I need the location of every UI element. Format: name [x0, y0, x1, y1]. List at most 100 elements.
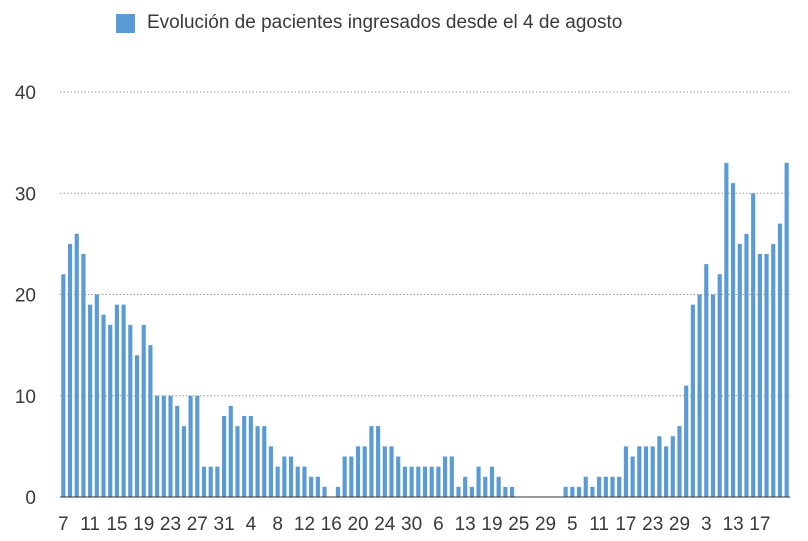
x-tick-label: 19: [133, 514, 154, 535]
bar: [302, 466, 307, 497]
bar: [94, 294, 99, 497]
bar: [436, 466, 441, 497]
bar: [429, 466, 434, 497]
x-tick-label: 31: [214, 514, 235, 535]
y-tick-label: 0: [25, 488, 36, 509]
x-tick-label: 23: [160, 514, 181, 535]
chart-legend: Evolución de pacientes ingresados desde …: [116, 12, 622, 34]
x-tick-label: 29: [535, 514, 556, 535]
bar: [416, 466, 421, 497]
bar: [114, 304, 120, 497]
bar: [422, 466, 428, 497]
x-tick-label: 17: [749, 514, 770, 535]
x-tick-label: 8: [272, 514, 283, 535]
bar: [603, 476, 608, 497]
bar: [101, 314, 106, 497]
x-tick-label: 30: [401, 514, 422, 535]
bar: [342, 456, 347, 497]
bar: [764, 254, 769, 497]
bar: [215, 466, 220, 497]
bar: [349, 456, 354, 497]
bar: [650, 446, 655, 497]
bar: [369, 426, 374, 497]
bar: [690, 304, 695, 497]
bar: [496, 476, 501, 497]
bar: [657, 436, 662, 497]
bar: [255, 426, 260, 497]
bar: [751, 193, 756, 497]
bar: [309, 476, 314, 497]
bar: [570, 486, 575, 497]
x-tick-label: 11: [80, 514, 100, 535]
bar: [697, 294, 702, 497]
bar: [583, 476, 588, 497]
bar: [597, 476, 602, 497]
bar: [684, 385, 689, 497]
x-tick-label: 17: [615, 514, 636, 535]
bar: [590, 486, 595, 497]
bar: [576, 486, 582, 497]
bar: [188, 395, 193, 497]
legend-swatch: [116, 13, 135, 33]
x-axis: 7 11 15 19 23 27 31 4 8 12 16 20 24 30 6 13 19 25 29 5 11 17 2…: [58, 496, 790, 535]
bar: [670, 436, 675, 497]
bar: [181, 426, 186, 497]
bar: [128, 324, 133, 497]
bar: [724, 162, 729, 497]
bar: [382, 446, 387, 497]
bar: [509, 486, 515, 497]
bar: [623, 446, 628, 497]
bar: [195, 395, 200, 497]
bar: [463, 476, 468, 497]
x-tick-label: 29: [669, 514, 690, 535]
y-tick-label: 40: [15, 83, 36, 104]
grid-lines: [60, 91, 790, 397]
bar: [235, 426, 240, 497]
bar: [389, 446, 394, 497]
bars: [61, 162, 789, 497]
x-tick-label: 3: [701, 514, 712, 535]
y-axis: 0 10 20 30 40: [15, 83, 36, 509]
y-tick-label: 20: [15, 286, 36, 307]
bar: [717, 274, 722, 497]
bar: [617, 476, 622, 497]
bar: [295, 466, 300, 497]
x-tick-label: 27: [187, 514, 208, 535]
bar: [704, 264, 709, 497]
bar: [108, 324, 113, 497]
bar: [248, 416, 253, 497]
bar: [275, 466, 280, 497]
bar: [469, 486, 474, 497]
bar: [315, 476, 320, 497]
bar: [409, 466, 414, 497]
bar: [637, 446, 642, 497]
bar: [771, 243, 776, 497]
bar: [489, 466, 495, 497]
bar: [355, 446, 361, 497]
bar: [730, 183, 736, 497]
x-tick-label: 13: [723, 514, 744, 535]
x-tick-label: 23: [642, 514, 663, 535]
bar: [362, 446, 367, 497]
x-tick-label: 5: [567, 514, 578, 535]
bar: [476, 466, 481, 497]
x-tick-label: 13: [455, 514, 476, 535]
x-tick-label: 6: [433, 514, 444, 535]
bar: [161, 395, 166, 497]
bar: [456, 486, 461, 497]
x-tick-label: 20: [347, 514, 368, 535]
x-tick-label: 4: [246, 514, 257, 535]
bar: [228, 405, 233, 497]
bar: [74, 233, 79, 497]
bar: [744, 233, 749, 497]
bar: [677, 426, 682, 497]
bar: [168, 395, 173, 497]
bar: [710, 294, 716, 497]
bar: [282, 456, 287, 497]
x-tick-label: 25: [508, 514, 529, 535]
x-tick-label: 19: [481, 514, 502, 535]
bar: [737, 243, 742, 497]
bar: [503, 486, 508, 497]
bar: [88, 304, 93, 497]
